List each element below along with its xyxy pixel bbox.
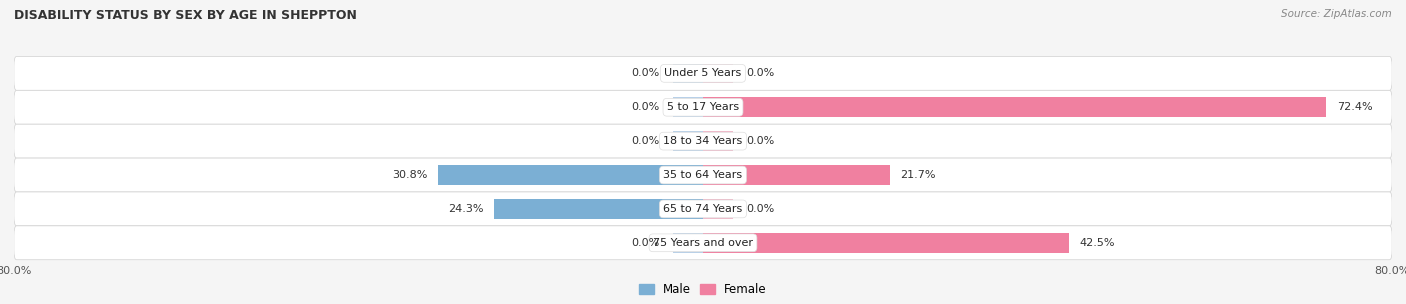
Bar (703, 165, 890, 185)
Bar (673, 131, 703, 151)
FancyBboxPatch shape (14, 90, 1392, 124)
Text: 42.5%: 42.5% (1080, 238, 1115, 248)
Text: 0.0%: 0.0% (631, 136, 659, 146)
Bar (673, 97, 703, 117)
Text: 0.0%: 0.0% (631, 102, 659, 112)
Text: Source: ZipAtlas.com: Source: ZipAtlas.com (1281, 9, 1392, 19)
Text: 0.0%: 0.0% (747, 136, 775, 146)
Text: Under 5 Years: Under 5 Years (665, 68, 741, 78)
Bar (703, 233, 1069, 253)
Text: 5 to 17 Years: 5 to 17 Years (666, 102, 740, 112)
Bar (673, 64, 703, 83)
Bar (703, 131, 733, 151)
Bar (703, 97, 1326, 117)
Bar (437, 165, 703, 185)
Bar (703, 64, 733, 83)
Text: 21.7%: 21.7% (900, 170, 936, 180)
Text: 30.8%: 30.8% (392, 170, 427, 180)
FancyBboxPatch shape (14, 192, 1392, 226)
Text: 72.4%: 72.4% (1337, 102, 1372, 112)
Text: 24.3%: 24.3% (449, 204, 484, 214)
FancyBboxPatch shape (14, 57, 1392, 90)
Bar (673, 233, 703, 253)
Text: 0.0%: 0.0% (747, 68, 775, 78)
Text: 0.0%: 0.0% (631, 238, 659, 248)
FancyBboxPatch shape (14, 158, 1392, 192)
Text: 0.0%: 0.0% (747, 204, 775, 214)
Legend: Male, Female: Male, Female (634, 278, 772, 301)
Text: 75 Years and over: 75 Years and over (652, 238, 754, 248)
Text: 18 to 34 Years: 18 to 34 Years (664, 136, 742, 146)
FancyBboxPatch shape (14, 124, 1392, 158)
FancyBboxPatch shape (14, 226, 1392, 260)
Bar (703, 199, 733, 219)
Text: 0.0%: 0.0% (631, 68, 659, 78)
Text: 35 to 64 Years: 35 to 64 Years (664, 170, 742, 180)
Bar (494, 199, 703, 219)
Text: DISABILITY STATUS BY SEX BY AGE IN SHEPPTON: DISABILITY STATUS BY SEX BY AGE IN SHEPP… (14, 9, 357, 22)
Text: 65 to 74 Years: 65 to 74 Years (664, 204, 742, 214)
